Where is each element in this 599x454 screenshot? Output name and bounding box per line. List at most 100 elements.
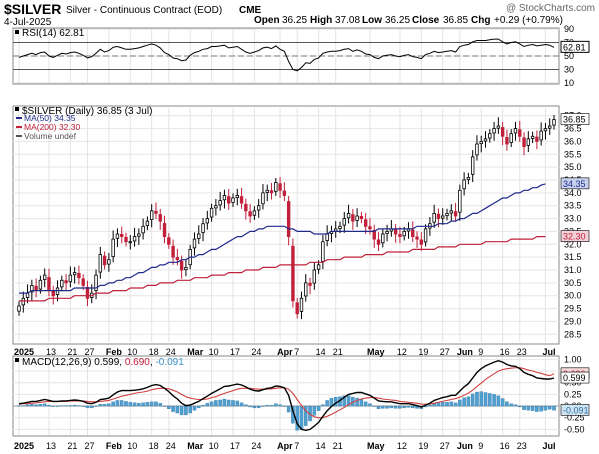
price-title: $SILVER (Daily) 36.85 (3 Jul) <box>15 106 152 117</box>
candle-body <box>411 229 415 237</box>
macd-title-sep2: , <box>150 357 156 368</box>
macd-tick-label: -0.25 <box>564 413 585 423</box>
open-label: Open <box>254 15 280 26</box>
candle <box>535 130 539 150</box>
candle <box>158 208 162 230</box>
candle-body <box>179 260 184 271</box>
candle-body <box>342 218 346 226</box>
x-tick-label: 24 <box>166 347 176 357</box>
chg-label: Chg <box>471 15 490 26</box>
candle-body <box>321 241 325 262</box>
candle-body <box>458 189 462 213</box>
close-label: Close <box>412 15 440 26</box>
price-tick-label: 30.0 <box>564 291 582 301</box>
candle-body <box>175 257 180 261</box>
macd-histogram-bar <box>321 404 325 407</box>
x-tick-label: 13 <box>46 441 56 451</box>
macd-histogram-bar <box>239 402 244 407</box>
macd-histogram-bar <box>248 405 252 408</box>
macd-histogram-bar <box>167 405 171 409</box>
x-tick-label: Feb <box>106 347 123 357</box>
macd-histogram-bar <box>21 405 26 407</box>
candle-body <box>252 210 257 216</box>
candle <box>231 193 235 207</box>
candle <box>295 298 299 319</box>
candle-body <box>282 190 287 196</box>
macd-histogram-bar <box>94 405 98 407</box>
candle <box>248 203 252 223</box>
macd-histogram-bar <box>470 393 475 407</box>
candle-body <box>137 233 141 237</box>
candle-body <box>51 290 55 297</box>
candle-body <box>25 292 30 298</box>
legend-label: MA(50) 34.35 <box>24 113 76 123</box>
candle <box>282 182 287 202</box>
x-tick-label: 21 <box>333 441 343 451</box>
candle-body <box>291 245 295 302</box>
signal-last-badge <box>560 371 590 384</box>
macd-histogram-bar <box>381 405 385 409</box>
candle <box>42 268 47 288</box>
candle <box>496 117 501 134</box>
x-tick-label: 24 <box>251 441 261 451</box>
ma50-last-value: 34.35 <box>563 179 586 189</box>
macd-histogram-bar <box>406 405 411 408</box>
macd-histogram-bar <box>141 402 145 407</box>
candle-body <box>368 226 372 230</box>
candle-body <box>184 267 188 271</box>
x-tick-label: 21 <box>67 347 77 357</box>
signal-last-value: 0.599 <box>563 373 586 383</box>
candle <box>445 208 449 221</box>
candle <box>393 223 398 243</box>
candle-body <box>107 259 111 265</box>
candle-body <box>239 196 244 204</box>
candle <box>132 227 137 247</box>
candle <box>453 202 458 222</box>
price-tick-label: 36.0 <box>564 136 582 146</box>
macd-histogram-bar <box>359 399 364 407</box>
candle-body <box>102 255 107 266</box>
candle-body <box>483 138 488 142</box>
macd-title-macd: 0.599 <box>94 357 119 368</box>
candle <box>192 232 197 256</box>
candle <box>381 229 385 248</box>
candle <box>376 232 381 251</box>
last-price-badge <box>560 113 590 125</box>
x-tick-label: 9 <box>478 441 483 451</box>
candle <box>321 235 325 270</box>
candle-body <box>209 207 214 218</box>
candle <box>372 224 376 248</box>
macd-histogram-bar <box>68 405 73 407</box>
candle <box>530 131 535 144</box>
candle <box>179 255 184 279</box>
candle <box>432 204 436 228</box>
price-tick-label: 31.0 <box>564 265 582 275</box>
candle-body <box>385 231 389 235</box>
last-price-value: 36.85 <box>563 115 586 125</box>
macd-histogram-bar <box>269 404 274 407</box>
x-tick-label: 27 <box>440 441 450 451</box>
macd-histogram-bar <box>496 395 501 407</box>
candle <box>458 184 462 221</box>
candle <box>111 230 115 263</box>
macd-histogram-bar <box>81 405 85 407</box>
x-tick-label: 19 <box>418 347 428 357</box>
macd-histogram-bar <box>34 404 38 407</box>
rsi-title: RSI(14) 62.81 <box>15 28 85 39</box>
candle <box>68 266 73 288</box>
ma50-last-badge <box>560 177 590 190</box>
macd-histogram-bar <box>102 404 107 407</box>
macd-histogram-bar <box>137 403 141 407</box>
candle-body <box>530 135 535 139</box>
macd-histogram-bar <box>158 403 162 407</box>
candle-body <box>488 133 492 139</box>
macd-histogram-bar <box>363 401 368 407</box>
ma200-last-value: 32.30 <box>563 232 586 242</box>
candle <box>269 182 274 200</box>
candle-body <box>535 136 539 142</box>
header-exchange: CME <box>239 5 262 16</box>
macd-histogram-bar <box>518 405 522 408</box>
rsi-title-text: RSI(14) 62.81 <box>22 28 85 39</box>
price-tick-label: 33.5 <box>564 201 582 211</box>
macd-histogram-bar <box>197 405 201 409</box>
